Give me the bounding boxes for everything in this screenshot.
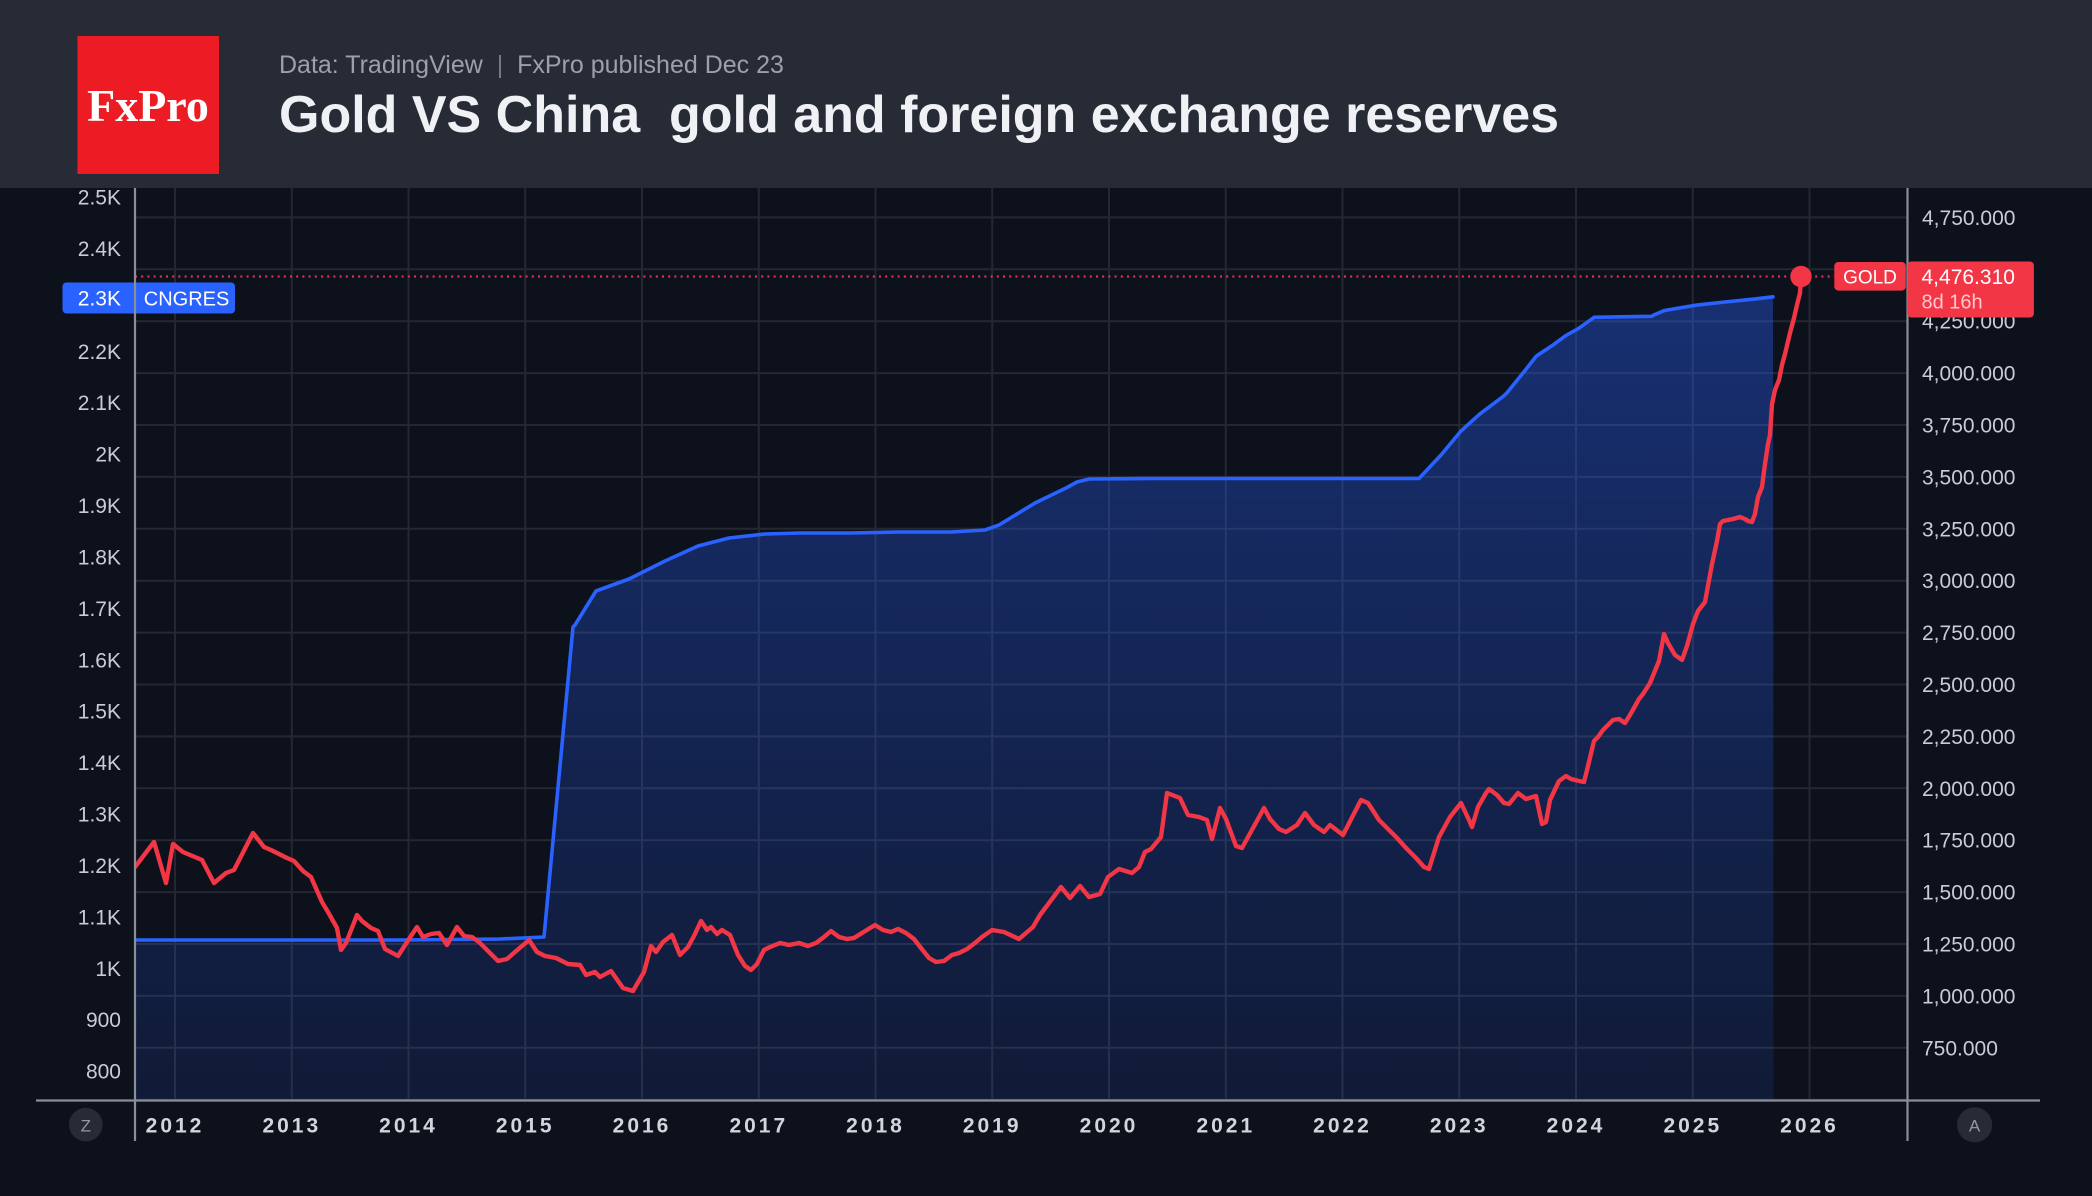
- svg-text:2019: 2019: [963, 1115, 1022, 1138]
- svg-text:800: 800: [86, 1061, 121, 1084]
- svg-text:4,000.000: 4,000.000: [1922, 363, 2015, 386]
- svg-text:2026: 2026: [1780, 1115, 1839, 1138]
- svg-text:1.9K: 1.9K: [78, 495, 121, 518]
- svg-text:2023: 2023: [1430, 1115, 1489, 1138]
- svg-text:2.5K: 2.5K: [78, 187, 121, 210]
- svg-text:Data: TradingView | FxPro pu: Data: TradingView | FxPro published Dec …: [279, 51, 784, 79]
- svg-text:1.3K: 1.3K: [78, 804, 121, 827]
- svg-text:A: A: [1969, 1117, 1981, 1136]
- svg-text:1,250.000: 1,250.000: [1922, 934, 2015, 957]
- svg-text:2015: 2015: [496, 1115, 555, 1138]
- svg-text:2.2K: 2.2K: [78, 341, 121, 364]
- svg-text:CNGRES: CNGRES: [144, 288, 230, 310]
- svg-text:1.4K: 1.4K: [78, 752, 121, 775]
- svg-text:3,750.000: 3,750.000: [1922, 415, 2015, 438]
- svg-text:2,250.000: 2,250.000: [1922, 726, 2015, 749]
- svg-text:2022: 2022: [1313, 1115, 1372, 1138]
- svg-text:3,000.000: 3,000.000: [1922, 570, 2015, 593]
- svg-text:2018: 2018: [846, 1115, 905, 1138]
- svg-text:2.4K: 2.4K: [78, 238, 121, 261]
- svg-text:2014: 2014: [379, 1115, 438, 1138]
- svg-text:2,000.000: 2,000.000: [1922, 778, 2015, 801]
- svg-text:4,476.310: 4,476.310: [1922, 266, 2015, 289]
- svg-text:1,750.000: 1,750.000: [1922, 830, 2015, 853]
- svg-text:2K: 2K: [95, 444, 121, 467]
- svg-text:2017: 2017: [729, 1115, 788, 1138]
- svg-text:2,750.000: 2,750.000: [1922, 622, 2015, 645]
- svg-text:FxPro: FxPro: [87, 80, 209, 131]
- svg-text:2013: 2013: [262, 1115, 321, 1138]
- svg-text:3,250.000: 3,250.000: [1922, 518, 2015, 541]
- svg-text:750.000: 750.000: [1922, 1037, 1998, 1060]
- svg-text:Z: Z: [81, 1117, 91, 1136]
- svg-text:Gold VS China gold and foreig: Gold VS China gold and foreign exchange …: [279, 86, 1559, 144]
- svg-text:1K: 1K: [95, 958, 121, 981]
- svg-text:1.7K: 1.7K: [78, 598, 121, 621]
- svg-text:1,000.000: 1,000.000: [1922, 985, 2015, 1008]
- svg-text:2021: 2021: [1196, 1115, 1255, 1138]
- svg-text:1.5K: 1.5K: [78, 701, 121, 724]
- svg-text:1.1K: 1.1K: [78, 906, 121, 929]
- svg-text:1,500.000: 1,500.000: [1922, 882, 2015, 905]
- svg-text:3,500.000: 3,500.000: [1922, 466, 2015, 489]
- svg-text:2016: 2016: [613, 1115, 672, 1138]
- svg-text:4,750.000: 4,750.000: [1922, 207, 2015, 230]
- svg-text:2020: 2020: [1080, 1115, 1139, 1138]
- svg-text:2.1K: 2.1K: [78, 392, 121, 415]
- svg-text:1.2K: 1.2K: [78, 855, 121, 878]
- svg-text:900: 900: [86, 1009, 121, 1032]
- svg-text:1.6K: 1.6K: [78, 649, 121, 672]
- svg-text:GOLD: GOLD: [1843, 267, 1897, 288]
- svg-text:2,500.000: 2,500.000: [1922, 674, 2015, 697]
- svg-text:2.3K: 2.3K: [78, 287, 121, 310]
- svg-text:2012: 2012: [146, 1115, 205, 1138]
- svg-text:1.8K: 1.8K: [78, 546, 121, 569]
- svg-text:2024: 2024: [1547, 1115, 1606, 1138]
- svg-text:8d 16h: 8d 16h: [1922, 292, 1983, 314]
- svg-text:2025: 2025: [1663, 1115, 1722, 1138]
